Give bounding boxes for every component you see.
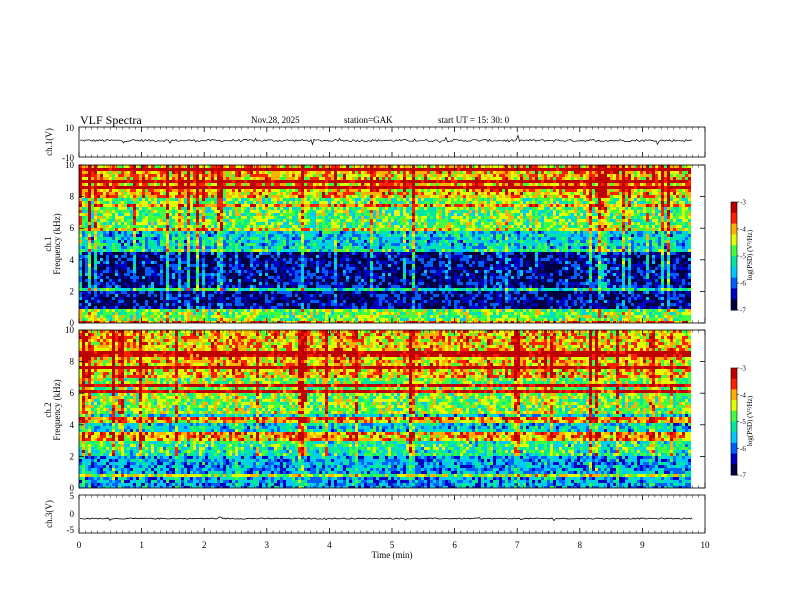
colorbar-tick-label: -7 xyxy=(740,307,746,315)
colorbar-tick-label: -5 xyxy=(740,418,746,426)
station-text: station=GAK xyxy=(344,115,393,125)
colorbar-tick-label: -6 xyxy=(740,445,746,453)
colorbar-tick-label: -5 xyxy=(740,253,746,261)
ch2-spectrogram-ylabel-frequency: Frequency (kHz) xyxy=(52,379,62,440)
colorbar-tick-label: -4 xyxy=(740,226,746,234)
ch2-colorbar-label: log(PSD) (V²/Hz) xyxy=(746,395,754,446)
ch3-ytick-bottom: -5 xyxy=(67,525,75,535)
ch1-waveform-ylabel: ch.1(V) xyxy=(44,128,54,156)
time-tick-label: 7 xyxy=(515,540,520,550)
time-tick-label: 5 xyxy=(390,540,395,550)
start-time-text: start UT = 15: 30: 0 xyxy=(438,115,510,125)
freq-tick-label: 4 xyxy=(70,255,75,265)
colorbar-tick-label: -6 xyxy=(740,280,746,288)
time-tick-label: 6 xyxy=(452,540,457,550)
time-tick-label: 9 xyxy=(640,540,645,550)
ch1-waveform-trace xyxy=(80,135,692,144)
freq-tick-label: 4 xyxy=(70,420,75,430)
ch3-waveform-trace xyxy=(80,517,692,521)
time-tick-label: 8 xyxy=(578,540,583,550)
ch1-spectrogram-image xyxy=(79,165,691,323)
ch3-ytick-top: 5 xyxy=(70,491,75,501)
time-tick-label: 4 xyxy=(327,540,332,550)
freq-tick-label: 2 xyxy=(70,286,75,296)
figure-title: VLF Spectra xyxy=(80,113,142,127)
ch1-spectrogram-ylabel-frequency: Frequency (kHz) xyxy=(52,213,62,274)
colorbar-tick-label: -7 xyxy=(740,472,746,480)
time-tick-label: 0 xyxy=(77,540,82,550)
freq-tick-label: 6 xyxy=(70,223,75,233)
freq-tick-label: 10 xyxy=(65,325,75,335)
time-tick-label: 3 xyxy=(265,540,270,550)
ch3-ytick-middle: 0 xyxy=(70,509,75,519)
freq-tick-label: 2 xyxy=(70,451,75,461)
ch1-ytick-top: 10 xyxy=(65,123,75,133)
date-text: Nov.28, 2025 xyxy=(251,115,300,125)
freq-tick-label: 10 xyxy=(65,160,75,170)
colorbar-tick-label: -3 xyxy=(740,365,746,373)
time-tick-label: 1 xyxy=(139,540,144,550)
colorbar-tick-label: -3 xyxy=(740,199,746,207)
freq-tick-label: 6 xyxy=(70,388,75,398)
ch1-colorbar-label: log(PSD) (V²/Hz) xyxy=(746,229,754,280)
x-axis-label: Time (min) xyxy=(372,550,413,560)
time-tick-label: 10 xyxy=(701,540,711,550)
ch3-waveform-frame xyxy=(79,495,705,533)
ch3-waveform-ylabel: ch.3(V) xyxy=(44,500,54,528)
ch1-colorbar: log(PSD) (V²/Hz) -3 -4 -5 -6 -7 xyxy=(731,199,754,315)
time-tick-label: 2 xyxy=(202,540,207,550)
ch2-spectrogram-image xyxy=(79,330,691,488)
panel-ch1-waveform: 10 -10 ch.1(V) xyxy=(44,123,705,163)
freq-tick-label: 8 xyxy=(70,192,75,202)
freq-tick-label: 8 xyxy=(70,357,75,367)
ch2-colorbar: log(PSD) (V²/Hz) -3 -4 -5 -6 -7 xyxy=(731,365,754,480)
colorbar-tick-label: -4 xyxy=(740,391,746,399)
panel-ch3-waveform: 5 0 -5 ch.3(V) xyxy=(44,491,705,535)
